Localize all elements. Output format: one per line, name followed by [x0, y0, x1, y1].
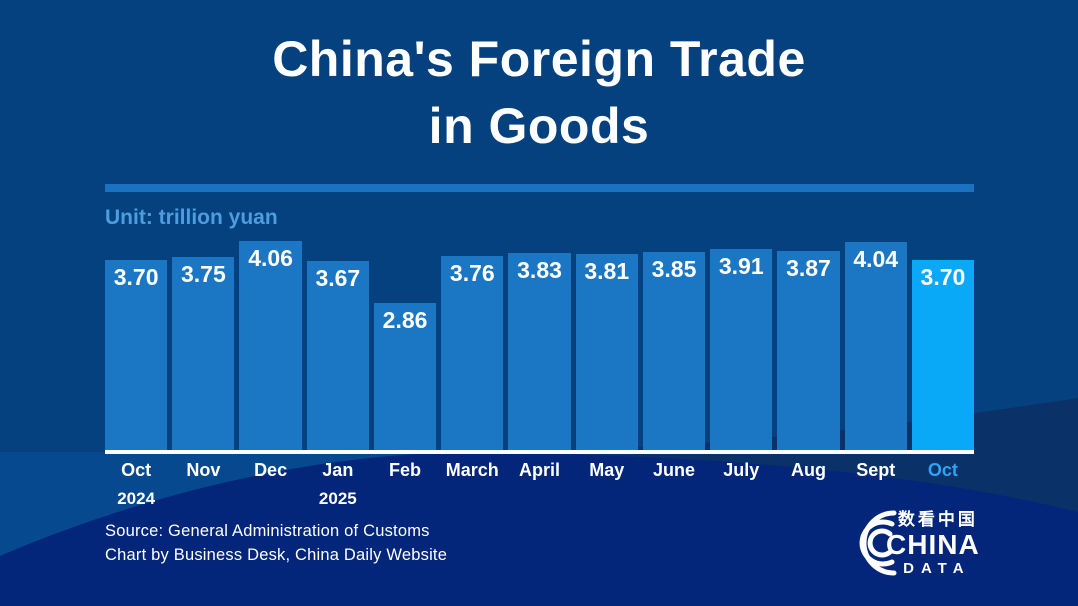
bar-april-6: 3.83 [508, 253, 571, 450]
bar-value-label: 3.75 [180, 261, 226, 287]
logo-text: 数看中国 CHINA DATA [886, 510, 980, 577]
china-data-logo: 数看中国 CHINA DATA [854, 508, 980, 578]
bar-value-label: 3.91 [718, 253, 764, 279]
bar-july-9: 3.91 [710, 249, 773, 450]
source-credit: Source: General Administration of Custom… [105, 520, 447, 567]
bar-oct-12: 3.70 [911, 260, 975, 450]
bar-march-5: 3.76 [441, 256, 504, 450]
bar-value-label: 3.70 [113, 264, 159, 290]
month-label: Jan [322, 460, 354, 480]
source-line-1: Source: General Administration of Custom… [105, 522, 430, 540]
bar-value-label: 4.06 [248, 245, 293, 271]
year-label: 2024 [117, 489, 156, 508]
year-label: 2025 [318, 489, 357, 508]
source-line-2: Chart by Business Desk, China Daily Webs… [105, 545, 448, 564]
logo-chinese-label: 数看中国 [897, 509, 978, 529]
bar-value-label: 3.83 [517, 257, 562, 283]
x-axis-cell: March [441, 459, 503, 510]
logo-china-label: CHINA [886, 528, 980, 560]
x-axis-labels: Oct 2024 Nov Dec Jan 2025 Feb March April May June… [105, 459, 974, 510]
x-axis-cell: Sept [845, 459, 907, 510]
unit-label: Unit: trillion yuan [105, 206, 278, 229]
bar-value-label: 3.81 [584, 258, 630, 284]
month-label: Dec [254, 460, 288, 480]
bar-value-label: 3.70 [920, 264, 966, 290]
x-axis-cell: Jan 2025 [307, 459, 369, 510]
x-axis-cell: Nov [172, 459, 234, 510]
x-axis-cell: Oct 2024 [105, 459, 167, 510]
month-label: April [519, 460, 561, 480]
x-axis-baseline [105, 450, 974, 454]
x-axis-cell: May [576, 459, 638, 510]
month-label: July [723, 460, 760, 480]
bar-value-label: 3.87 [786, 255, 831, 281]
month-label: Sept [856, 460, 896, 480]
bar-dec-2: 4.06 [239, 241, 302, 450]
bar-sept-11: 4.04 [844, 242, 907, 450]
bar-value-label: 3.76 [449, 260, 495, 286]
bar-jan-3: 3.67 [306, 261, 369, 450]
bar-aug-10: 3.87 [777, 251, 840, 450]
x-axis-cell: July [710, 459, 772, 510]
month-label: Feb [389, 460, 422, 480]
month-label: March [445, 460, 499, 480]
logo-arcs-icon [859, 510, 897, 576]
month-label: Oct [121, 460, 152, 480]
month-label: May [589, 460, 625, 480]
month-label: Aug [790, 460, 826, 480]
background-navy-swath [0, 452, 1078, 606]
bar-chart: 3.70 3.75 4.06 3.67 2.86 3.76 3.83 3.81 3.85 3.91… [105, 241, 975, 450]
page-title: China's Foreign Trade in Goods [0, 26, 1078, 160]
bar-oct-0: 3.70 [105, 260, 168, 450]
x-axis-cell: Oct [912, 459, 974, 510]
x-axis-cell: Dec [239, 459, 301, 510]
x-axis-cell: Aug [777, 459, 839, 510]
x-axis-cell: June [643, 459, 705, 510]
background-left-wedge [0, 452, 470, 556]
bar-feb-4: 2.86 [373, 303, 437, 450]
month-label: Nov [186, 460, 221, 480]
title-divider-rule [105, 184, 974, 192]
page-title-line-1: China's Foreign Trade [272, 31, 806, 87]
bar-value-label: 2.86 [382, 307, 428, 333]
month-label: Oct [927, 460, 958, 480]
x-axis-cell: Feb [374, 459, 436, 510]
bar-june-8: 3.85 [642, 252, 706, 450]
bar-value-label: 3.67 [315, 265, 361, 291]
bar-may-7: 3.81 [575, 254, 638, 450]
bar-nov-1: 3.75 [172, 257, 235, 450]
x-axis-cell: April [508, 459, 570, 510]
page-title-line-2: in Goods [428, 98, 650, 154]
logo-data-label: DATA [903, 559, 971, 577]
bar-value-label: 3.85 [651, 256, 697, 282]
bar-value-label: 4.04 [853, 246, 899, 272]
month-label: June [652, 460, 695, 480]
